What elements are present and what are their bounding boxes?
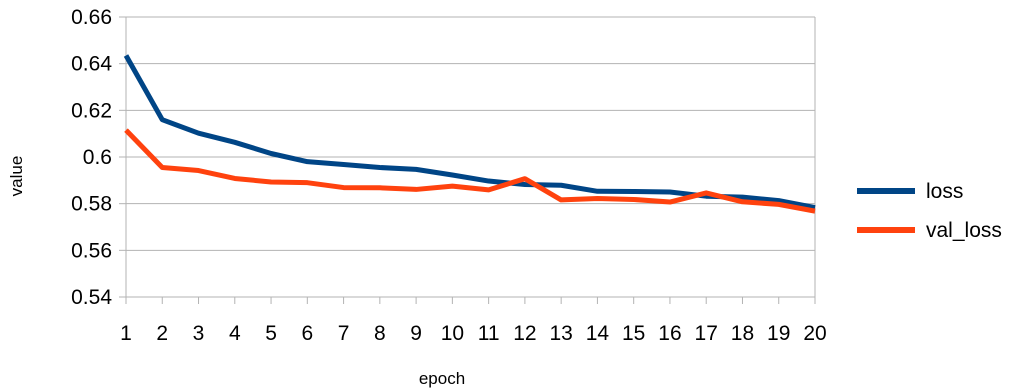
x-tick-labels: 1 2 3 4 5 6 7 8 9 10 11 12 13 14 15 16 17 18 19 20	[120, 322, 827, 345]
legend: loss val_loss	[857, 180, 1002, 242]
legend-label-val-loss: val_loss	[926, 219, 1002, 242]
x-tick-label: 13	[549, 322, 572, 345]
x-tick-label: 4	[229, 322, 241, 345]
legend-label-loss: loss	[926, 180, 963, 203]
series-lines	[123, 54, 816, 214]
y-tick-label: 0.58	[71, 193, 112, 216]
y-tick-label: 0.54	[71, 286, 112, 309]
grid-lines	[126, 16, 815, 298]
x-tick-label: 8	[374, 322, 386, 345]
x-tick-label: 16	[658, 322, 681, 345]
x-tick-label: 20	[803, 322, 826, 345]
series-line-val-loss	[124, 128, 816, 214]
y-tick-label: 0.56	[71, 239, 112, 262]
y-axis-title: value	[7, 156, 26, 197]
x-tick-label: 2	[156, 322, 168, 345]
y-tick-label: 0.64	[71, 53, 112, 76]
x-tick-label: 15	[622, 322, 645, 345]
x-axis-title: epoch	[419, 369, 465, 388]
x-tick-label: 12	[513, 322, 536, 345]
y-tick-label: 0.62	[71, 99, 112, 122]
x-tick-label: 18	[731, 322, 754, 345]
x-tick-label: 19	[767, 322, 790, 345]
x-tick-label: 9	[410, 322, 422, 345]
axes	[119, 16, 816, 304]
series-line-loss	[123, 54, 816, 211]
x-tick-label: 11	[478, 322, 500, 345]
y-tick-label: 0.6	[83, 146, 112, 169]
x-tick-label: 3	[193, 322, 205, 345]
x-tick-label: 5	[265, 322, 277, 345]
x-tick-label: 6	[301, 322, 313, 345]
y-tick-labels: 0.54 0.56 0.58 0.6 0.62 0.64 0.66	[71, 6, 112, 309]
x-tick-label: 14	[586, 322, 610, 345]
y-tick-label: 0.66	[71, 6, 112, 29]
x-tick-label: 10	[441, 322, 464, 345]
x-tick-label: 1	[120, 322, 132, 345]
x-tick-label: 17	[695, 322, 718, 345]
x-tick-label: 7	[338, 322, 350, 345]
